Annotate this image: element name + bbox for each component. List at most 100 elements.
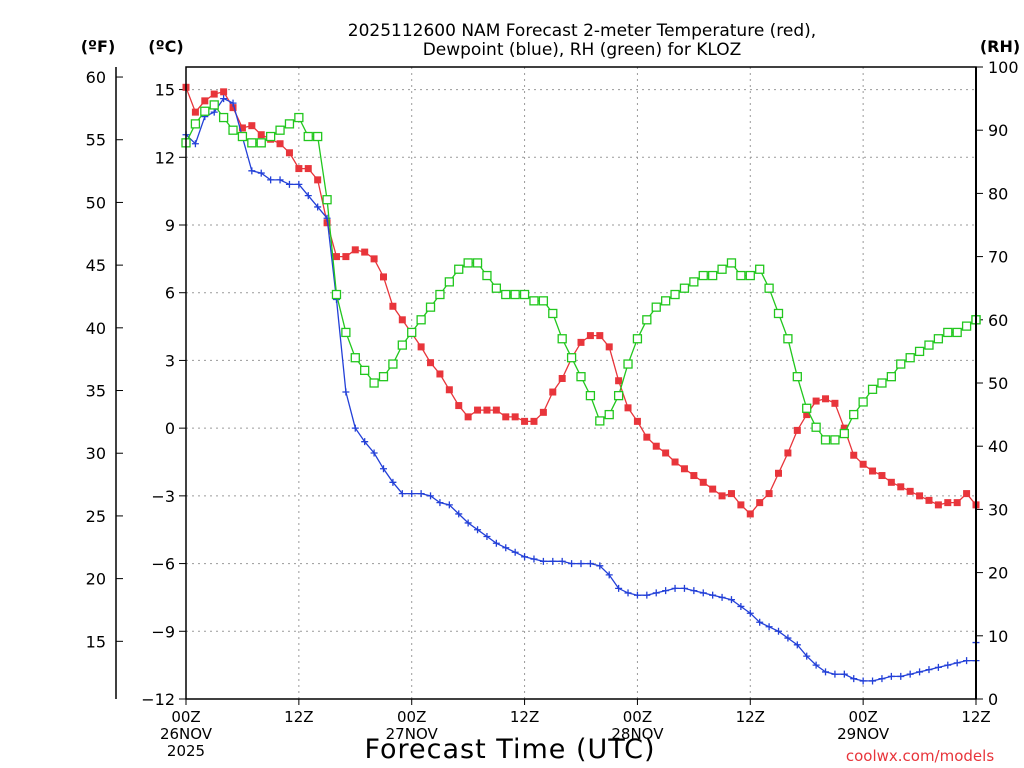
fahrenheit-tick-label: 50 [86,193,106,212]
rh-point [642,315,652,325]
dewpoint-point [530,555,538,563]
dewpoint-point [398,490,406,498]
rh-point [331,289,342,300]
rh-point [623,359,633,369]
fahrenheit-tick-label: 40 [86,319,106,338]
time-tick-label: 12Z [284,708,313,726]
rh-point [369,378,379,388]
temperature-point [944,499,952,507]
temperature-point [295,165,303,173]
rh-point [435,289,445,300]
dewpoint-point [521,553,529,561]
rh-point [745,270,755,281]
dewpoint-point [690,587,698,595]
temperature-point [671,458,679,466]
rh-point [783,334,793,344]
celsius-tick-label: 9 [165,216,175,235]
dewpoint-point [436,499,444,507]
rh-point [736,270,746,281]
dewpoint-point [586,560,594,568]
temperature-point [662,449,670,457]
temperature-point [746,510,754,518]
temperature-point [492,406,500,414]
series-temperature [182,83,980,518]
dewpoint-point [671,584,679,592]
dewpoint-point [878,675,886,683]
fahrenheit-unit-label: (ºF) [81,37,116,56]
dewpoint-point [370,449,378,457]
temperature-point [257,131,265,139]
temperature-point [925,496,933,504]
fahrenheit-tick-label: 15 [86,632,106,651]
temperature-point [756,499,764,507]
time-tick-label: 00Z [397,708,426,726]
rh-point [341,327,351,338]
dewpoint-point [680,584,688,592]
dewpoint-point [953,659,961,667]
time-tick-label: 28NOV [611,725,664,743]
temperature-point [577,338,585,346]
rh-point [407,327,417,338]
rh-point [548,308,558,319]
rh-point [510,289,520,300]
celsius-tick-label: 3 [165,351,175,370]
dewpoint-point [840,670,848,678]
rh-tick-label: 60 [988,311,1008,330]
fahrenheit-tick-label: 60 [86,68,106,87]
temperature-point [210,90,218,98]
temperature-point [332,253,340,261]
celsius-tick-label: 12 [155,148,175,167]
rh-point [247,138,257,148]
rh-point [313,131,323,142]
temperature-point [859,460,867,468]
temperature-point [483,406,491,414]
temperature-point [191,108,199,116]
dewpoint-point [492,539,500,547]
dewpoint-point [511,548,519,556]
temperature-point [680,465,688,473]
dewpoint-point [727,596,735,604]
temperature-point [370,255,378,263]
rh-point [867,384,878,394]
rh-point [566,353,577,363]
rh-point [444,277,454,287]
dewpoint-point [295,180,303,188]
rh-point [858,397,868,407]
temperature-point [558,374,566,382]
rh-tick-label: 50 [988,374,1008,393]
time-tick-label: 2025 [167,742,205,760]
rh-point [896,359,906,369]
temperature-point [643,433,651,441]
rh-point [209,100,219,110]
temperature-point [718,492,726,500]
rh-point [350,353,360,363]
celsius-tick-label: −9 [151,622,175,641]
dewpoint-point [267,176,275,184]
dewpoint-point [417,490,425,498]
rh-point [764,283,774,293]
temperature-point [812,397,820,405]
dewpoint-point [784,634,792,642]
dewpoint-point [558,557,566,565]
dewpoint-point [408,490,416,498]
temperature-point [238,124,246,132]
dewpoint-point [351,424,359,432]
dewpoint-point [709,591,717,599]
temperature-point [248,122,256,130]
rh-point [284,119,295,129]
rh-point [792,372,802,382]
dewpoint-point [389,478,397,486]
temperature-point [220,88,228,96]
dewpoint-point [746,609,754,617]
temperature-point [342,253,350,261]
chart-title-line2: Dewpoint (blue), RH (green) for KLOZ [423,40,742,60]
rh-tick-label: 20 [988,564,1008,583]
dewpoint-point [934,663,942,671]
temperature-point [380,273,387,281]
temperature-point [906,487,914,495]
temperature-point [624,404,632,412]
dewpoint-point [822,668,830,676]
